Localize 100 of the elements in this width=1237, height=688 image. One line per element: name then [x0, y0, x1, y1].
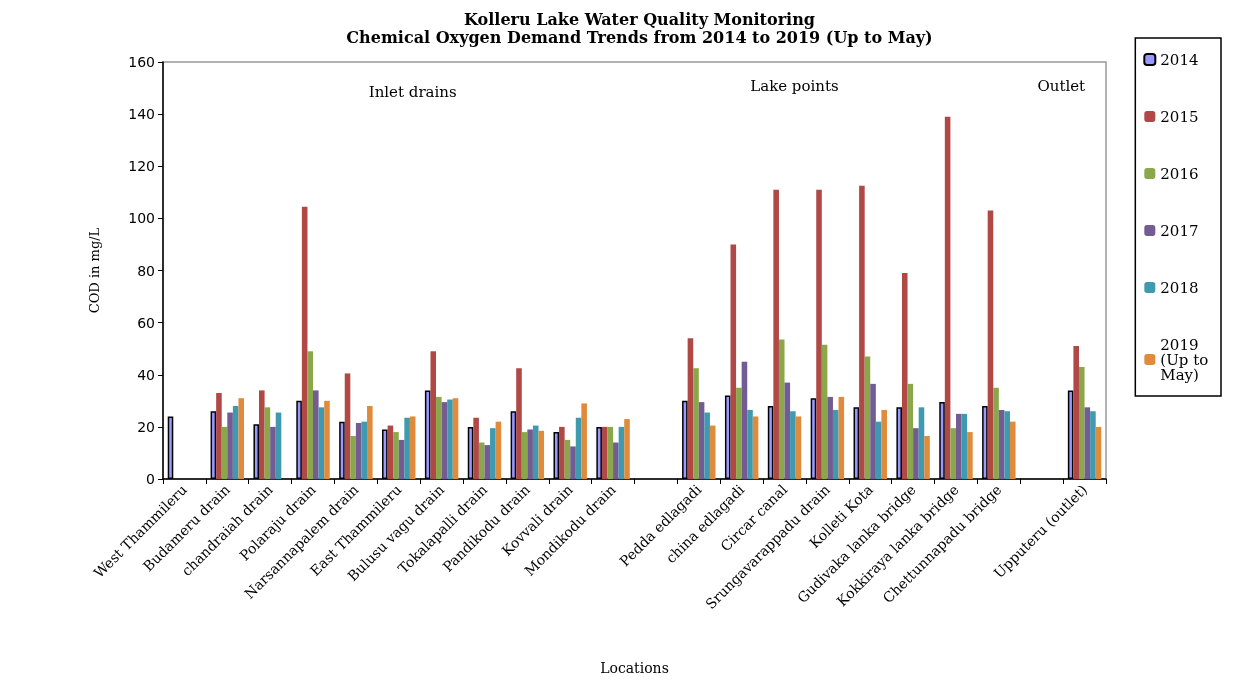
bar — [1084, 407, 1091, 479]
x-axis-title: Locations — [600, 660, 669, 676]
chart-title: Kolleru Lake Water Quality Monitoring — [464, 9, 815, 29]
bar — [238, 398, 245, 479]
bar — [1009, 421, 1016, 479]
bar — [607, 426, 614, 479]
bar — [795, 416, 802, 479]
bar — [452, 398, 459, 479]
bar — [736, 387, 742, 479]
bar — [1073, 346, 1079, 479]
bar — [961, 413, 968, 479]
bar — [901, 273, 908, 479]
bar — [998, 409, 1005, 479]
bar — [693, 368, 699, 479]
y-tick-label: 20 — [137, 418, 155, 435]
y-tick-label: 160 — [128, 54, 155, 70]
bar — [773, 189, 779, 479]
annotation: Inlet drains — [368, 82, 457, 101]
bar — [436, 396, 442, 479]
bar — [361, 421, 368, 479]
bar — [1004, 411, 1010, 479]
bar — [484, 445, 491, 479]
y-tick-label: 120 — [128, 158, 155, 175]
bar — [967, 432, 973, 479]
legend-label: 2015 — [1160, 107, 1199, 126]
bar — [409, 416, 416, 479]
bar — [924, 436, 930, 479]
bar — [752, 416, 759, 479]
legend-label: 2016 — [1160, 164, 1199, 183]
bar — [227, 412, 233, 479]
bar — [538, 430, 545, 479]
bar — [441, 402, 448, 479]
bar — [570, 446, 576, 479]
bar — [913, 428, 919, 479]
bar — [747, 409, 753, 479]
bar — [324, 400, 330, 479]
bar — [490, 428, 496, 479]
bar — [516, 368, 522, 479]
bar — [881, 409, 887, 479]
bar — [232, 406, 239, 479]
y-tick-label: 40 — [137, 366, 155, 383]
bar — [270, 426, 276, 479]
bar — [344, 373, 351, 479]
bar — [624, 419, 630, 479]
bar — [307, 351, 314, 479]
bar — [527, 429, 533, 479]
y-tick-label: 0 — [146, 471, 155, 487]
bar — [790, 411, 796, 479]
bar — [859, 185, 865, 479]
bar — [870, 383, 876, 479]
bar — [687, 338, 694, 479]
bar — [313, 390, 319, 479]
bar — [827, 396, 833, 479]
legend-label: 2017 — [1160, 221, 1199, 240]
bar — [559, 426, 565, 479]
bar — [1095, 426, 1102, 479]
bar — [355, 422, 362, 479]
bar — [730, 244, 737, 479]
bar — [404, 417, 410, 479]
annotation: Lake points — [750, 76, 839, 95]
annotation: Outlet — [1037, 76, 1086, 95]
bar — [618, 426, 625, 479]
bar — [950, 428, 956, 479]
y-axis-title: COD in mg/L — [87, 227, 102, 314]
bar — [473, 417, 479, 479]
bar — [704, 412, 710, 479]
bar — [944, 116, 951, 479]
bar — [709, 425, 716, 479]
legend-label: 2014 — [1160, 50, 1199, 69]
bar — [350, 436, 356, 479]
y-tick-label: 80 — [137, 262, 155, 279]
bar — [1079, 366, 1085, 479]
bar — [601, 426, 608, 479]
bar — [832, 409, 839, 479]
bar — [613, 442, 619, 479]
bar — [918, 407, 925, 479]
bar — [393, 432, 399, 479]
y-tick-label: 140 — [128, 106, 155, 123]
bar — [698, 402, 705, 479]
bar — [581, 403, 587, 479]
legend-label: 2018 — [1160, 278, 1199, 297]
bar — [301, 206, 308, 479]
bar — [259, 390, 265, 479]
bar — [821, 344, 828, 479]
bar — [993, 387, 999, 479]
legend-label: 2019 (Up to May) — [1160, 335, 1214, 384]
bar — [907, 383, 914, 479]
bar — [264, 407, 271, 479]
bar — [216, 392, 222, 479]
y-tick-label: 100 — [128, 210, 155, 227]
bar — [778, 339, 785, 479]
bar — [816, 189, 822, 479]
bar — [221, 426, 228, 479]
bar — [987, 210, 994, 479]
bar — [1090, 411, 1096, 479]
bar — [367, 406, 373, 479]
bar — [521, 432, 528, 479]
bar — [430, 351, 437, 479]
y-tick-label: 60 — [137, 314, 155, 331]
bar — [955, 413, 962, 479]
